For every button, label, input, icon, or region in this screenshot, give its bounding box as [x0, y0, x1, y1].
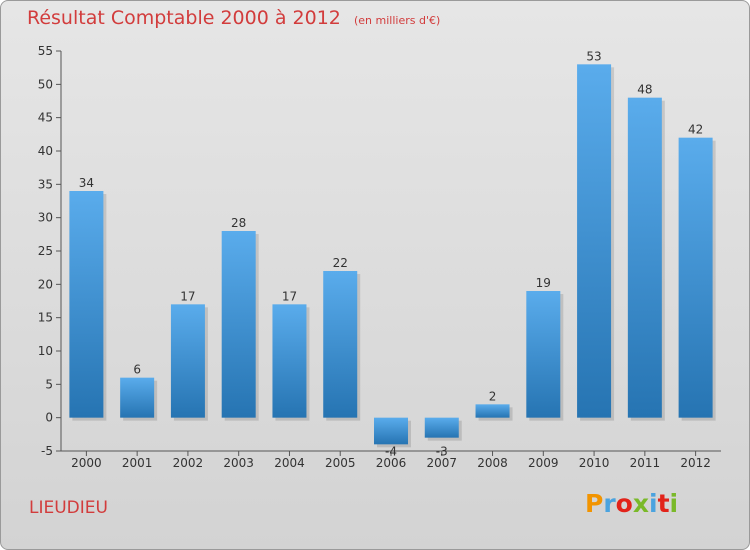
y-tick-label: 35 — [38, 177, 53, 191]
chart-title: Résultat Comptable 2000 à 2012 — [27, 7, 341, 29]
chart-header: Résultat Comptable 2000 à 2012 (en milli… — [27, 7, 440, 29]
x-tick-label: 2001 — [122, 456, 153, 470]
data-label: 53 — [586, 49, 601, 63]
logo-letter: o — [615, 489, 633, 518]
place-name: LIEUDIEU — [29, 498, 108, 518]
bar — [526, 291, 561, 418]
proxiti-logo: Proxiti — [585, 489, 678, 518]
y-tick-label: 55 — [38, 44, 53, 58]
bar — [374, 417, 408, 445]
chart-subtitle: (en milliers d'€) — [353, 14, 441, 27]
bar — [323, 271, 358, 418]
x-tick-label: 2005 — [325, 456, 356, 470]
data-label: 42 — [688, 123, 703, 137]
logo-letter: r — [603, 489, 616, 518]
y-tick-label: 45 — [38, 111, 53, 125]
y-tick-label: 30 — [38, 211, 53, 225]
data-label: 17 — [282, 289, 297, 303]
bar — [272, 304, 307, 418]
x-tick-label: 2008 — [477, 456, 508, 470]
y-tick-label: 20 — [38, 277, 53, 291]
y-tick-label: 5 — [45, 377, 53, 391]
x-tick-label: 2009 — [528, 456, 559, 470]
y-tick-label: 50 — [38, 77, 53, 91]
x-tick-label: 2011 — [630, 456, 661, 470]
x-tick-label: 2012 — [680, 456, 711, 470]
x-tick-label: 2002 — [173, 456, 204, 470]
y-tick-label: 0 — [45, 411, 53, 425]
data-label: 34 — [79, 176, 94, 190]
data-label: 17 — [180, 289, 195, 303]
bar — [170, 304, 205, 418]
x-tick-label: 2000 — [71, 456, 102, 470]
data-label: 22 — [333, 256, 348, 270]
data-label: -3 — [436, 445, 448, 459]
data-label: 28 — [231, 216, 246, 230]
y-tick-label: 25 — [38, 244, 53, 258]
logo-letter: i — [669, 489, 679, 518]
x-tick-label: 2006 — [376, 456, 407, 470]
x-tick-label: 2010 — [579, 456, 610, 470]
data-label: 48 — [637, 83, 652, 97]
bar — [627, 97, 662, 418]
bar — [424, 417, 459, 438]
bar — [678, 137, 713, 418]
data-label: 19 — [536, 276, 551, 290]
bar — [69, 191, 104, 418]
y-tick-label: 15 — [38, 311, 53, 325]
y-tick-label: 40 — [38, 144, 53, 158]
logo-letter: i — [649, 489, 658, 518]
bar — [475, 404, 510, 418]
logo-letter: P — [585, 489, 604, 518]
x-tick-label: 2003 — [223, 456, 254, 470]
bar — [221, 231, 256, 418]
chart-axes: -5 0 5 10 15 20 25 30 35 40 45 50 55 2000 2001 2002 2003… — [38, 44, 721, 470]
data-label: 6 — [133, 363, 141, 377]
logo-letter: x — [632, 489, 649, 518]
bar — [577, 64, 612, 418]
logo-letter: t — [657, 489, 670, 518]
data-label: 2 — [489, 389, 497, 403]
x-tick-label: 2007 — [426, 456, 457, 470]
y-tick-label: 10 — [38, 344, 53, 358]
chart-data-labels: 34 6 17 28 17 22 -4 -3 2 19 53 48 42 — [79, 49, 704, 458]
bar — [120, 377, 155, 418]
x-tick-label: 2004 — [274, 456, 305, 470]
y-tick-label: -5 — [41, 444, 53, 458]
chart-bars — [69, 64, 716, 448]
data-label: -4 — [385, 445, 397, 459]
